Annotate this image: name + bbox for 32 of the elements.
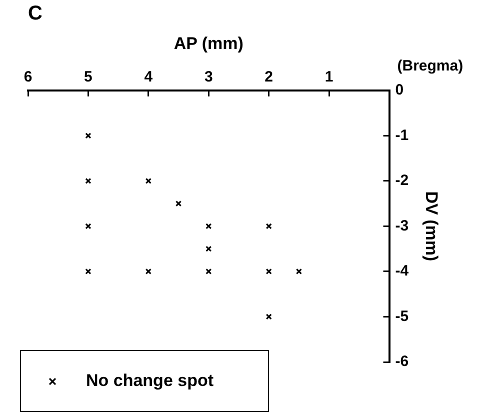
x-axis-title: AP (mm) xyxy=(174,34,244,53)
point xyxy=(296,268,302,275)
y-tick-label: -4 xyxy=(395,262,410,280)
text: (Bregma) xyxy=(397,58,464,75)
x-tick-label: 4 xyxy=(144,68,154,86)
x-tick-label: 3 xyxy=(204,68,213,86)
y-tick-label: 0 xyxy=(395,82,404,99)
y-tick-label: -5 xyxy=(395,308,409,325)
chart-title: C xyxy=(28,2,42,25)
point xyxy=(206,246,212,252)
point xyxy=(266,268,272,275)
x-tick-label: 2 xyxy=(264,68,274,86)
point xyxy=(85,268,92,275)
y-axis-title: DV (mm) xyxy=(422,191,442,262)
y-tick-label: -6 xyxy=(395,353,409,370)
point xyxy=(266,314,272,320)
point xyxy=(145,178,152,184)
x-tick-label: 6 xyxy=(24,68,32,86)
x-tick-label: 5 xyxy=(84,68,92,86)
y-tick-label: -2 xyxy=(395,172,409,190)
point xyxy=(266,223,272,230)
point xyxy=(175,200,182,207)
point xyxy=(85,178,92,184)
x-tick-label: 1 xyxy=(324,68,334,86)
point xyxy=(85,223,92,230)
point xyxy=(206,268,212,275)
point xyxy=(206,223,212,230)
point xyxy=(145,268,152,275)
point xyxy=(85,132,92,139)
y-tick-label: -3 xyxy=(395,217,409,234)
legend-label: No change spot xyxy=(86,371,214,391)
y-tick-label: -1 xyxy=(395,126,409,144)
